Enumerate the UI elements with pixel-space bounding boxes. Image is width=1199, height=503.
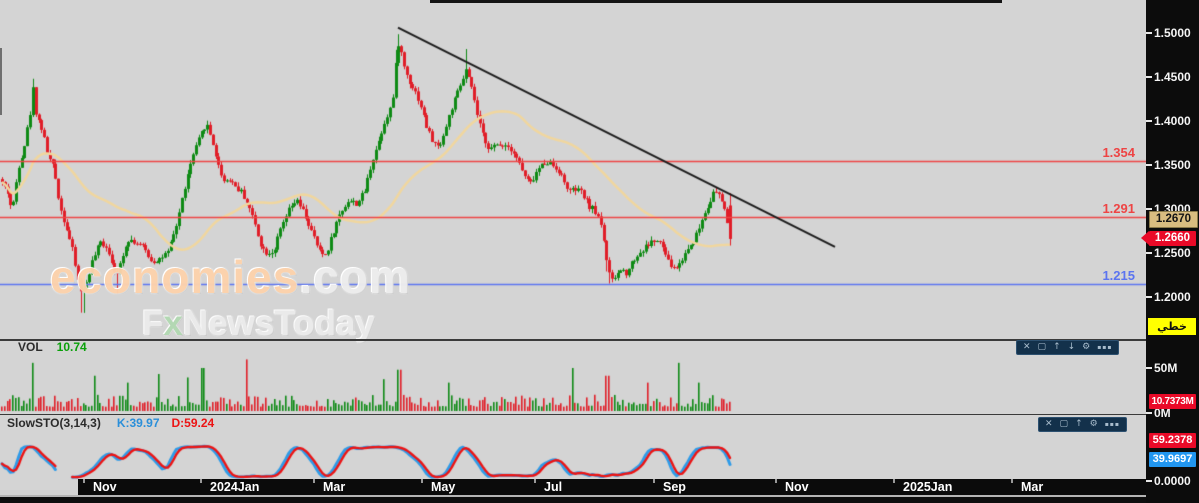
level-label: 1.291 <box>1102 200 1135 216</box>
more-icon[interactable]: ▪▪▪ <box>1104 421 1120 428</box>
x-axis-label: Sep <box>663 480 686 494</box>
level-label: 1.354 <box>1102 145 1135 161</box>
price-arrow-icon <box>1141 231 1149 245</box>
x-axis-tick <box>534 479 536 483</box>
settings-icon[interactable]: ⚙ <box>1082 342 1091 352</box>
volume-current-value: 10.74 <box>56 340 87 354</box>
x-axis-underline <box>0 495 1146 497</box>
move-up-icon[interactable]: ↑ <box>1075 419 1083 429</box>
x-axis-label: Nov <box>785 480 809 494</box>
slowsto-pane-header: SlowSTO(3,14,3) K:39.97 D:59.24 <box>7 416 214 430</box>
x-axis-label: Mar <box>1021 480 1044 494</box>
maximize-icon[interactable]: ▢ <box>1059 419 1069 429</box>
slowsto-d-value: D:59.24 <box>171 416 215 430</box>
tick-dash <box>1146 367 1152 369</box>
slowsto-d-badge: 59.2378 <box>1149 433 1196 448</box>
x-axis-tick <box>653 479 655 483</box>
x-axis-label: Nov <box>93 480 117 494</box>
settings-icon[interactable]: ⚙ <box>1089 419 1098 429</box>
move-down-icon[interactable]: ↓ <box>1067 342 1076 352</box>
slowsto-title: SlowSTO(3,14,3) <box>7 416 101 430</box>
x-axis-tick <box>200 479 202 483</box>
top-range-bar <box>430 0 1002 3</box>
tick-dash <box>1146 480 1152 482</box>
x-axis-tick <box>775 479 777 483</box>
x-axis-label: 2024Jan <box>210 480 260 494</box>
scale-mode-button[interactable]: خطي <box>1148 318 1196 335</box>
slowsto-k-badge: 39.9697 <box>1149 452 1196 467</box>
x-axis-label: Jul <box>544 480 563 494</box>
move-up-icon[interactable]: ↑ <box>1053 342 1061 352</box>
price-chart-canvas[interactable] <box>0 0 1146 503</box>
bottom-strip <box>0 497 1199 503</box>
slowsto-k-value: K:39.97 <box>116 416 160 430</box>
maximize-icon[interactable]: ▢ <box>1037 342 1047 352</box>
tick-dash <box>1146 412 1152 414</box>
more-icon[interactable]: ▪▪▪ <box>1097 344 1113 351</box>
last-price-badge: 1.2660 <box>1141 231 1196 246</box>
left-edge-mark <box>0 48 2 115</box>
x-axis-label: 2025Jan <box>903 480 953 494</box>
pane-separator-volume[interactable] <box>0 339 1146 341</box>
volume-pane-toolbar: ✕ ▢ ↑ ↓ ⚙ ▪▪▪ <box>1016 340 1120 355</box>
x-axis-bar[interactable] <box>78 479 1146 496</box>
x-axis-tick <box>893 479 895 483</box>
volume-pane-header: VOL 10.74 <box>18 340 87 354</box>
ask-price-badge: 1.2670 <box>1149 211 1198 228</box>
close-icon[interactable]: ✕ <box>1045 419 1053 429</box>
x-axis-tick <box>1011 479 1013 483</box>
close-icon[interactable]: ✕ <box>1023 342 1031 352</box>
level-label: 1.215 <box>1102 267 1135 283</box>
x-axis-tick <box>83 479 85 483</box>
pane-separator-slowsto[interactable] <box>0 414 1146 415</box>
slowsto-pane-toolbar: ✕ ▢ ↑ ⚙ ▪▪▪ <box>1038 417 1127 432</box>
x-axis-tick <box>421 479 423 483</box>
price-axis-panel[interactable]: 1.5000 1.4500 1.4000 1.3500 1.3000 1.2500 1.20… <box>1141 0 1199 503</box>
x-axis-label: Mar <box>323 480 346 494</box>
volume-title: VOL <box>18 340 43 354</box>
x-axis-tick <box>313 479 315 483</box>
x-axis-label: May <box>431 480 456 494</box>
volume-value-badge: 10.7373M <box>1149 394 1196 409</box>
